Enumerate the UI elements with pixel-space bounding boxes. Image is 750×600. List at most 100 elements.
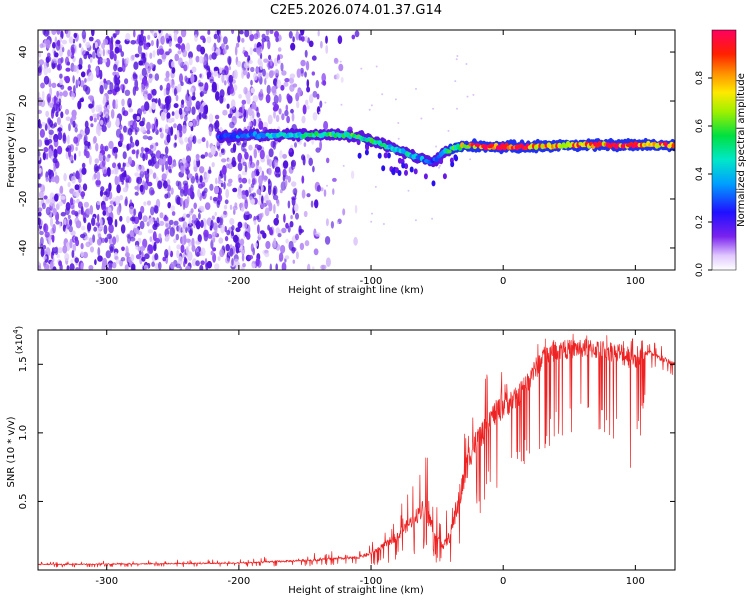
noise-blob bbox=[67, 86, 72, 91]
noise-blob bbox=[144, 152, 148, 161]
noise-blob bbox=[301, 154, 306, 161]
noise-blob bbox=[275, 36, 279, 43]
x-tick-label: 0 bbox=[500, 576, 506, 587]
snr-series-line bbox=[38, 333, 675, 568]
noise-blob bbox=[300, 36, 305, 42]
noise-blob bbox=[59, 79, 64, 86]
noise-blob bbox=[71, 210, 76, 215]
noise-blob bbox=[43, 65, 49, 76]
noise-blob bbox=[216, 200, 220, 209]
noise-blob bbox=[72, 75, 75, 84]
noise-blob bbox=[149, 144, 154, 149]
colorbar: 0.0 0.2 0.4 0.6 0.8 Normalized spectral ampl… bbox=[695, 29, 747, 277]
noise-blob bbox=[114, 59, 120, 65]
noise-blob bbox=[114, 256, 119, 260]
noise-blob bbox=[287, 175, 291, 183]
noise-blob bbox=[249, 30, 252, 35]
noise-blob bbox=[204, 151, 208, 157]
noise-blob bbox=[265, 30, 270, 36]
noise-blob bbox=[244, 164, 248, 173]
noise-blob bbox=[69, 202, 75, 210]
noise-blob bbox=[234, 110, 240, 119]
noise-blob bbox=[231, 258, 234, 266]
noise-speck bbox=[397, 122, 400, 124]
noise-blob bbox=[281, 113, 285, 121]
noise-blob bbox=[144, 147, 150, 153]
noise-blob bbox=[270, 70, 275, 76]
noise-blob bbox=[306, 105, 310, 110]
noise-speck bbox=[375, 65, 378, 68]
noise-blob bbox=[185, 245, 190, 254]
noise-blob bbox=[187, 251, 193, 261]
noise-blob bbox=[57, 58, 63, 66]
noise-blob bbox=[278, 93, 282, 103]
noise-blob bbox=[285, 104, 289, 112]
noise-blob bbox=[136, 183, 140, 192]
noise-blob bbox=[291, 112, 295, 122]
noise-blob bbox=[325, 257, 331, 268]
noise-blob bbox=[300, 30, 305, 36]
noise-blob bbox=[311, 55, 317, 61]
noise-blob bbox=[162, 256, 166, 262]
noise-blob bbox=[164, 236, 170, 242]
noise-blob bbox=[186, 213, 191, 218]
noise-blob bbox=[53, 95, 57, 106]
noise-blob bbox=[144, 253, 150, 260]
noise-blob bbox=[202, 191, 205, 197]
noise-blob bbox=[213, 33, 218, 40]
noise-blob bbox=[272, 105, 279, 112]
noise-blob bbox=[80, 191, 86, 198]
noise-blob bbox=[73, 153, 77, 161]
noise-blob bbox=[125, 57, 130, 65]
noise-blob bbox=[129, 217, 135, 222]
x-tick-label: -200 bbox=[228, 276, 251, 287]
noise-blob bbox=[284, 109, 289, 117]
noise-blob bbox=[167, 202, 171, 209]
noise-blob bbox=[84, 78, 87, 83]
noise-blob bbox=[255, 161, 259, 170]
noise-speck bbox=[454, 80, 457, 83]
noise-blob bbox=[258, 166, 262, 173]
noise-blob bbox=[115, 259, 120, 264]
noise-blob bbox=[223, 36, 228, 45]
noise-blob bbox=[66, 265, 70, 270]
noise-blob bbox=[56, 39, 61, 47]
noise-blob bbox=[177, 181, 182, 190]
noise-blob bbox=[135, 244, 139, 250]
noise-blob bbox=[84, 126, 90, 136]
noise-blob bbox=[199, 166, 205, 174]
noise-blob bbox=[301, 115, 306, 124]
noise-blob bbox=[71, 109, 77, 118]
noise-blob bbox=[77, 201, 83, 209]
ridge-scatter bbox=[397, 170, 402, 176]
noise-blob bbox=[140, 30, 144, 36]
noise-blob bbox=[321, 264, 327, 270]
noise-blob bbox=[127, 120, 131, 127]
noise-blob bbox=[75, 267, 80, 270]
noise-blob bbox=[137, 44, 142, 55]
noise-blob bbox=[39, 43, 44, 49]
ridge-scatter bbox=[364, 149, 369, 156]
noise-blob bbox=[230, 147, 235, 153]
noise-blob bbox=[224, 236, 229, 242]
noise-blob bbox=[68, 36, 74, 44]
noise-blob bbox=[114, 82, 120, 93]
noise-blob bbox=[269, 227, 273, 235]
noise-blob bbox=[220, 182, 224, 188]
noise-blob bbox=[253, 72, 258, 81]
noise-blob bbox=[58, 98, 62, 105]
noise-blob bbox=[47, 52, 51, 58]
noise-blob bbox=[143, 201, 147, 206]
noise-blob bbox=[61, 39, 67, 45]
noise-blob bbox=[60, 84, 65, 90]
noise-blob bbox=[241, 177, 248, 184]
noise-blob bbox=[256, 112, 261, 118]
noise-blob bbox=[224, 225, 227, 233]
noise-blob bbox=[80, 210, 86, 216]
noise-blob bbox=[213, 122, 218, 130]
noise-blob bbox=[65, 67, 71, 72]
noise-blob bbox=[237, 152, 243, 163]
noise-blob bbox=[237, 221, 243, 229]
noise-blob bbox=[62, 46, 65, 53]
noise-blob bbox=[137, 245, 141, 252]
